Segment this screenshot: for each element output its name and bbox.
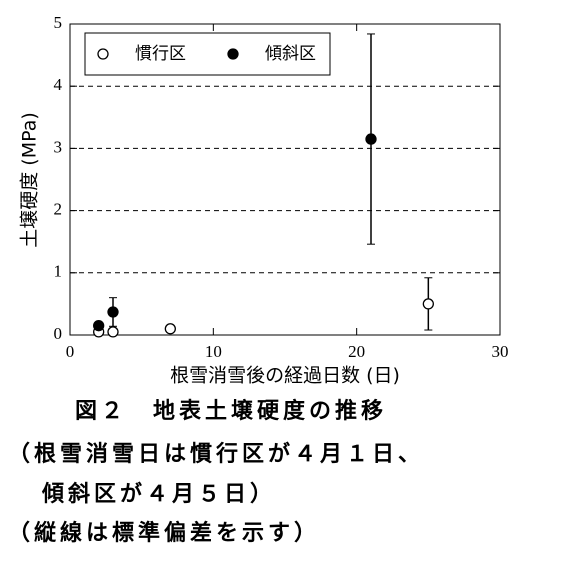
legend-box: [84, 32, 331, 76]
x-tick-label: 10: [205, 342, 222, 361]
y-tick-label: 2: [54, 200, 63, 219]
caption: （縦線は標準偏差を示す）: [8, 520, 320, 546]
y-tick-label: 3: [54, 137, 63, 156]
x-axis-label: 根雪消雪後の経過日数 (日): [170, 365, 400, 387]
caption: （根雪消雪日は慣行区が４月１日、: [8, 441, 424, 467]
point: [422, 298, 434, 310]
plot-frame: [69, 23, 501, 336]
legend-label: 傾斜区: [265, 44, 316, 64]
y-tick-label: 5: [54, 13, 63, 32]
legend-label: 慣行区: [135, 44, 186, 64]
point: [164, 323, 176, 335]
legend-marker: [227, 48, 239, 60]
y-tick-label: 0: [54, 324, 63, 343]
y-tick-label: 1: [54, 262, 63, 281]
x-tick-label: 30: [492, 342, 509, 361]
caption: 傾斜区が４月５日）: [41, 481, 276, 507]
caption: 図２ 地表土壌硬度の推移: [75, 398, 387, 424]
point: [107, 326, 119, 338]
x-tick-label: 0: [66, 342, 75, 361]
y-tick-label: 4: [54, 75, 63, 94]
x-tick-label: 20: [348, 342, 365, 361]
point: [365, 133, 377, 145]
y-axis-label: 土壌硬度 (MPa): [19, 112, 41, 248]
legend-marker: [97, 48, 109, 60]
point: [107, 306, 119, 318]
point: [93, 320, 105, 332]
